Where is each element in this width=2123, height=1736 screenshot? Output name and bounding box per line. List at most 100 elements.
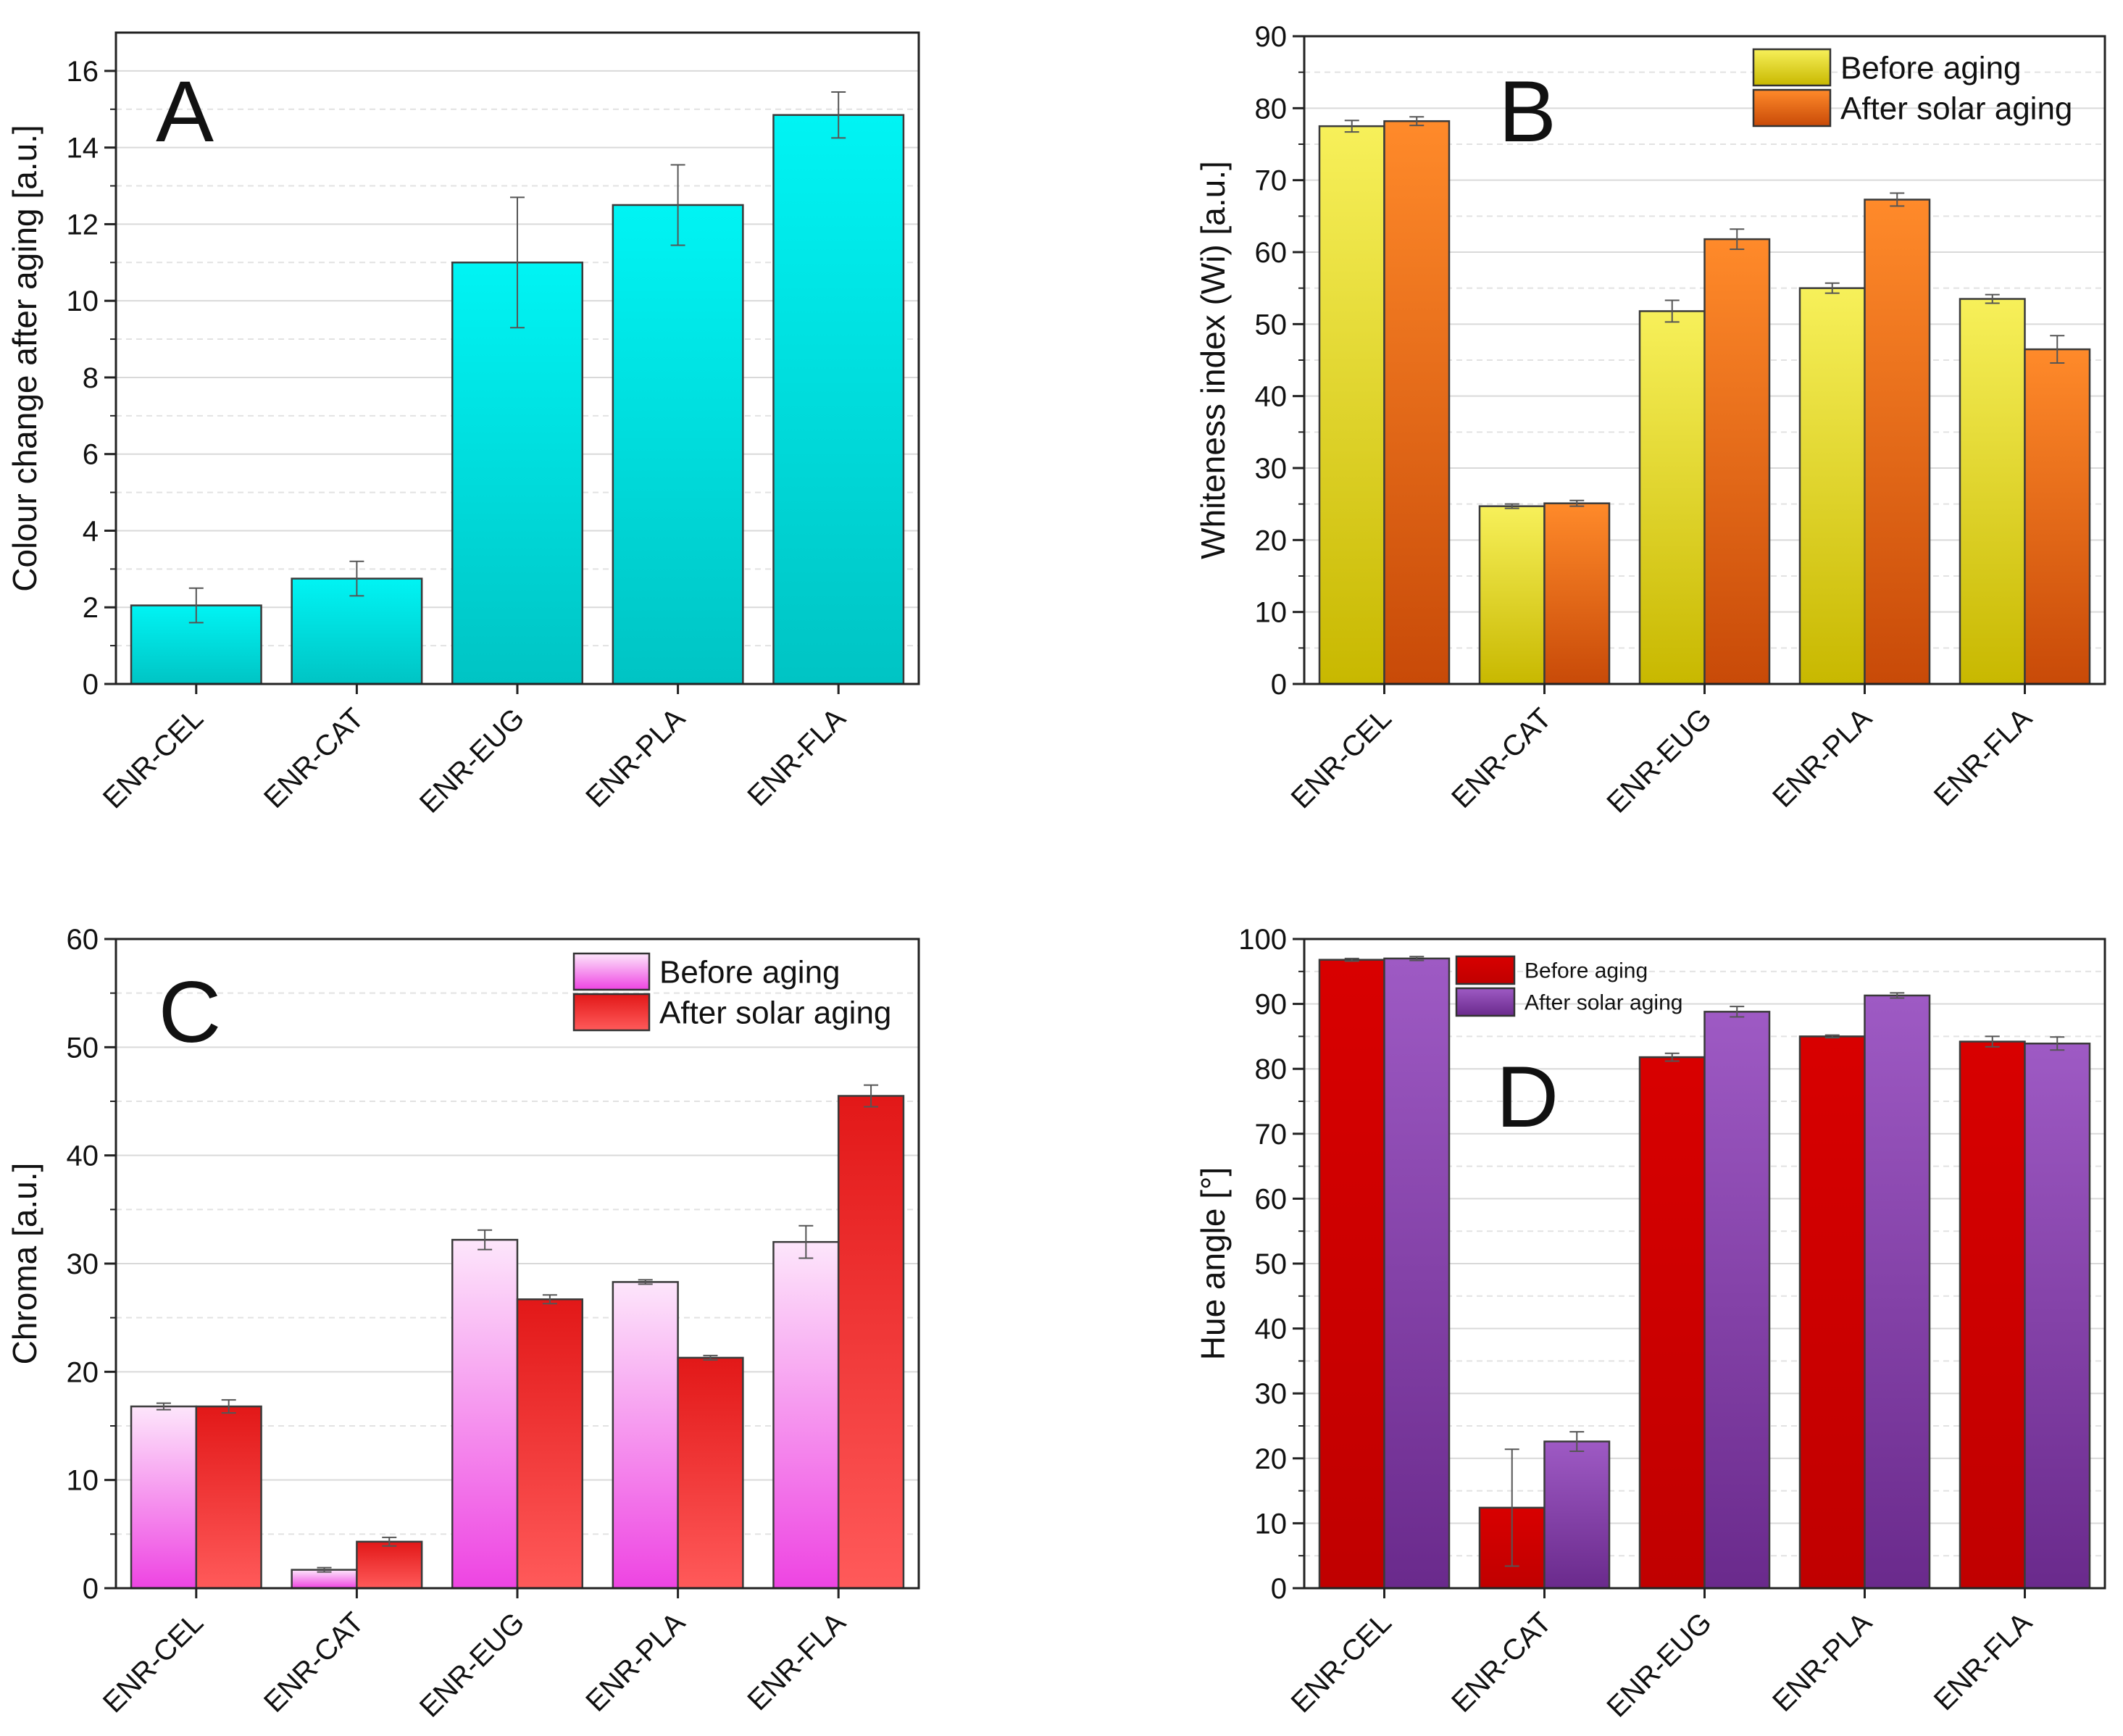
panel-c-error-bar-enr-cat-before-aging [317,1566,332,1573]
panel-c-y-tick-label: 0 [83,1573,99,1605]
panel-a-bar-enr-eug-colour-change [451,262,583,685]
panel-a-x-tick-label: ENR-PLA [580,702,691,814]
panel-b-legend-swatch-after-solar-aging [1752,88,1832,128]
panel-b-x-tick-label: ENR-FLA [1928,702,2038,812]
panel-a-x-tick-label: ENR-FLA [741,702,851,812]
panel-c-error-bar-enr-eug-after-solar-aging [542,1294,557,1305]
panel-d-y-tick-label: 10 [1255,1508,1288,1540]
panel-c-legend-label-after-solar-aging: After solar aging [659,995,891,1030]
panel-b-bar-enr-cel-before-aging [1318,125,1385,685]
panel-d-y-tick-label: 60 [1255,1183,1288,1215]
panel-a-error-bar-enr-cel-colour-change [188,587,204,624]
panel-b-error-bar-enr-cel-before-aging [1344,120,1359,133]
panel-b-error-bar-enr-fla-before-aging [1985,293,2000,304]
panel-b-error-bar-enr-fla-after-solar-aging [2050,335,2065,364]
panel-c-bar-enr-cat-after-solar-aging [356,1540,423,1590]
panel-d-legend-swatch-after-solar-aging [1455,987,1516,1017]
panel-b-y-axis-title: Whiteness index (Wi) [a.u.] [1194,161,1232,559]
panel-d-legend-swatch-before-aging [1455,955,1516,985]
panel-d-error-bar-enr-eug-before-aging [1664,1052,1680,1062]
panel-a-x-tick-label: ENR-CEL [97,702,209,814]
panel-c-error-bar-enr-eug-before-aging [477,1229,493,1251]
panel-d-y-axis-title: Hue angle [°] [1194,1167,1232,1360]
panel-b-bar-enr-cat-before-aging [1478,505,1546,685]
panel-b-bar-enr-pla-after-solar-aging [1864,199,1931,685]
panel-a-y-tick-label: 14 [67,133,99,164]
panel-a-bars [130,91,905,685]
panel-d-y-tick-label: 90 [1255,989,1288,1021]
panel-b-bar-enr-fla-before-aging [1959,298,2026,685]
panel-c-error-bar-enr-fla-before-aging [798,1224,814,1259]
panel-a-y-tick-label: 12 [67,209,99,241]
panel-b-error-bar-enr-eug-before-aging [1664,299,1680,323]
panel-d-error-bar-enr-cat-before-aging [1504,1448,1519,1567]
panel-b-y-tick-label: 70 [1255,165,1288,197]
panel-b-error-bar-enr-cel-after-solar-aging [1409,116,1425,127]
panel-c-bar-enr-pla-before-aging [612,1281,679,1590]
panel-d-bar-enr-cel-after-solar-aging [1383,957,1451,1590]
panel-a-y-tick-label: 4 [83,515,99,547]
panel-b-y-tick-label: 20 [1255,525,1288,556]
panel-b-y-tick-label: 60 [1255,237,1288,269]
panel-d-bar-enr-eug-before-aging [1638,1056,1706,1590]
panel-letter-a: A [156,63,214,160]
panel-b-error-bar-enr-cat-before-aging [1504,503,1519,509]
panel-b-y-tick-label: 90 [1255,21,1288,53]
panel-a-error-bar-enr-eug-colour-change [510,196,525,329]
panel-c-bar-enr-cel-after-solar-aging [195,1405,262,1590]
panel-d-bar-enr-cat-after-solar-aging [1543,1440,1611,1590]
panel-a-error-bar-enr-pla-colour-change [670,164,685,246]
panel-c-error-bar-enr-pla-before-aging [638,1279,653,1285]
panel-d-legend-label-after-solar-aging: After solar aging [1525,991,1682,1015]
panel-d-x-tick-label: ENR-EUG [1601,1606,1718,1724]
panel-b-x-tick-label: ENR-CAT [1446,702,1558,814]
panel-c-bar-enr-cel-before-aging [130,1405,198,1590]
panel-d-error-bar-enr-pla-after-solar-aging [1890,992,1905,999]
panel-b-y-tick-label: 10 [1255,597,1288,629]
panel-d-x-tick-label: ENR-FLA [1928,1606,2038,1716]
panel-d-y-tick-label: 80 [1255,1053,1288,1085]
panel-a-bar-enr-fla-colour-change [772,114,905,685]
panel-d-error-bar-enr-cel-before-aging [1344,957,1359,962]
panel-d-x-tick-label: ENR-CEL [1285,1606,1398,1719]
panel-b-error-bar-enr-pla-before-aging [1824,282,1840,294]
panel-c-bar-enr-eug-after-solar-aging [516,1298,583,1590]
panel-b-legend-swatch-before-aging [1752,48,1832,87]
panel-a-y-axis-title: Colour change after aging [a.u.] [6,125,43,591]
panel-c-bar-enr-fla-after-solar-aging [837,1095,905,1590]
panel-c-y-tick-label: 50 [67,1032,99,1064]
panel-b-y-tick-label: 30 [1255,453,1288,485]
panel-d-y-tick-label: 30 [1255,1378,1288,1410]
panel-c: 0 10 20 30 40 50 60 Chroma [a.u.] ENR-CEL ENR-CAT… [6,924,920,1724]
panel-d-bar-enr-cel-before-aging [1318,959,1385,1590]
panel-d-bars [1318,956,2091,1590]
panel-b-y-tick-label: 50 [1255,309,1288,341]
panel-c-error-bar-enr-pla-after-solar-aging [703,1354,718,1361]
panel-d-y-tick-label: 100 [1238,924,1287,956]
panel-c-error-bar-enr-cat-after-solar-aging [382,1536,397,1547]
panel-b-legend: Before aging After solar aging [1752,48,2072,128]
panel-d-error-bar-enr-fla-before-aging [1985,1035,2000,1048]
panel-c-x-tick-label: ENR-FLA [741,1606,851,1716]
panel-d-x-tick-label: ENR-PLA [1767,1606,1878,1718]
panel-d-bar-enr-eug-after-solar-aging [1703,1011,1771,1590]
panel-a-x-tick-label: ENR-CAT [258,702,370,814]
panel-b-bars [1318,116,2091,685]
panel-c-bar-enr-fla-before-aging [772,1240,840,1590]
panel-b-y-tick-label: 40 [1255,381,1288,413]
panel-d-legend-label-before-aging: Before aging [1525,959,1648,983]
panel-letter-b: B [1498,63,1556,160]
panel-a-y-tick-label: 8 [83,362,99,394]
panel-c-y-tick-label: 10 [67,1465,99,1497]
panel-d-x-tick-label: ENR-CAT [1446,1606,1558,1719]
panel-b-error-bar-enr-pla-after-solar-aging [1890,192,1905,207]
panel-c-legend: Before aging After solar aging [572,952,891,1032]
panel-c-x-tick-label: ENR-CEL [97,1606,209,1719]
panel-d-y-tick-label: 0 [1271,1573,1287,1605]
panel-b: 0 10 20 30 40 50 60 70 80 90 Whiteness index (Wi) … [1194,21,2106,819]
panel-b-bar-enr-fla-after-solar-aging [2024,348,2091,685]
panel-d-bar-enr-pla-before-aging [1798,1035,1866,1590]
panel-c-bar-enr-pla-after-solar-aging [677,1356,744,1590]
panel-a-bar-enr-pla-colour-change [612,204,744,685]
